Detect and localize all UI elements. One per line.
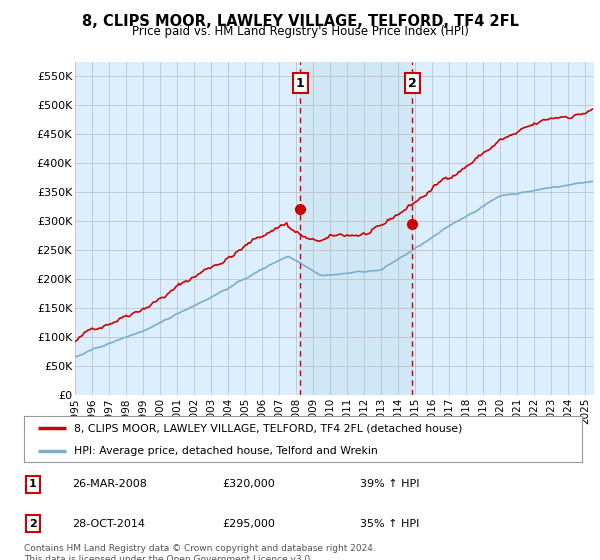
Text: 1: 1: [296, 77, 305, 90]
Bar: [300, 62, 412, 395]
Text: 28-OCT-2014: 28-OCT-2014: [72, 519, 145, 529]
Text: 8, CLIPS MOOR, LAWLEY VILLAGE, TELFORD, TF4 2FL (detached house): 8, CLIPS MOOR, LAWLEY VILLAGE, TELFORD, …: [74, 423, 463, 433]
Text: 39% ↑ HPI: 39% ↑ HPI: [360, 479, 419, 489]
Text: £320,000: £320,000: [222, 479, 275, 489]
Text: 2: 2: [408, 77, 417, 90]
Text: Price paid vs. HM Land Registry's House Price Index (HPI): Price paid vs. HM Land Registry's House …: [131, 25, 469, 38]
Text: 26-MAR-2008: 26-MAR-2008: [72, 479, 147, 489]
Text: £295,000: £295,000: [222, 519, 275, 529]
Text: 1: 1: [29, 479, 37, 489]
Text: 8, CLIPS MOOR, LAWLEY VILLAGE, TELFORD, TF4 2FL: 8, CLIPS MOOR, LAWLEY VILLAGE, TELFORD, …: [82, 14, 518, 29]
Text: 35% ↑ HPI: 35% ↑ HPI: [360, 519, 419, 529]
Text: HPI: Average price, detached house, Telford and Wrekin: HPI: Average price, detached house, Telf…: [74, 446, 378, 455]
Text: 2: 2: [29, 519, 37, 529]
Text: Contains HM Land Registry data © Crown copyright and database right 2024.
This d: Contains HM Land Registry data © Crown c…: [24, 544, 376, 560]
